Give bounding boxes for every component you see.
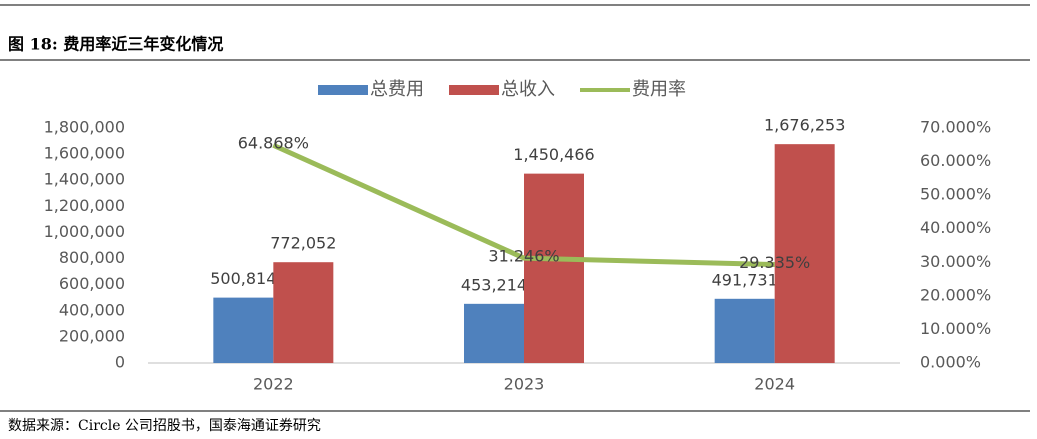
x-tick-label: 2024 xyxy=(754,375,795,394)
line-value-label: 64.868% xyxy=(238,134,309,153)
bar xyxy=(464,303,524,363)
y2-tick-label: 50.000% xyxy=(920,185,991,204)
bar-value-label: 491,731 xyxy=(712,270,778,289)
y-tick-label: 800,000 xyxy=(59,248,125,267)
bar xyxy=(273,262,334,363)
legend-swatch xyxy=(318,85,368,95)
bar xyxy=(714,298,775,363)
y-tick-label: 1,200,000 xyxy=(44,196,125,215)
y-tick-label: 400,000 xyxy=(59,300,125,319)
bar xyxy=(524,173,584,363)
bar-value-label: 772,052 xyxy=(270,234,336,253)
y2-tick-label: 30.000% xyxy=(920,252,991,271)
y-tick-label: 1,400,000 xyxy=(44,170,125,189)
line-value-label: 29.335% xyxy=(739,253,810,272)
legend-swatch xyxy=(449,85,499,95)
y-tick-label: 0 xyxy=(115,353,125,372)
y-tick-label: 1,600,000 xyxy=(44,144,125,163)
source: 数据来源：Circle 公司招股书，国泰海通证券研究 xyxy=(8,418,321,434)
y2-tick-label: 0.000% xyxy=(920,353,981,372)
bar-value-label: 1,676,253 xyxy=(764,116,845,135)
y2-tick-label: 70.000% xyxy=(920,118,991,137)
legend-label: 总费用 xyxy=(370,79,424,100)
legend-label: 总收入 xyxy=(501,79,555,100)
y2-tick-label: 10.000% xyxy=(920,319,991,338)
y2-tick-label: 20.000% xyxy=(920,285,991,304)
y-tick-label: 1,800,000 xyxy=(44,118,125,137)
y2-tick-label: 40.000% xyxy=(920,218,991,237)
y-tick-label: 1,000,000 xyxy=(44,222,125,241)
chart-title: 图 18: 费用率近三年变化情况 xyxy=(8,35,223,54)
legend-label: 费用率 xyxy=(632,79,686,100)
y-tick-label: 600,000 xyxy=(59,274,125,293)
bar xyxy=(774,144,835,363)
x-tick-label: 2022 xyxy=(253,375,294,394)
bar-value-label: 500,814 xyxy=(210,269,276,288)
line-value-label: 31.246% xyxy=(488,247,559,266)
bar xyxy=(213,297,274,363)
bar-value-label: 453,214 xyxy=(461,275,527,294)
y2-tick-label: 60.000% xyxy=(920,151,991,170)
x-tick-label: 2023 xyxy=(504,375,545,394)
y-tick-label: 200,000 xyxy=(59,326,125,345)
bar-value-label: 1,450,466 xyxy=(513,145,594,164)
line-series xyxy=(272,142,775,268)
